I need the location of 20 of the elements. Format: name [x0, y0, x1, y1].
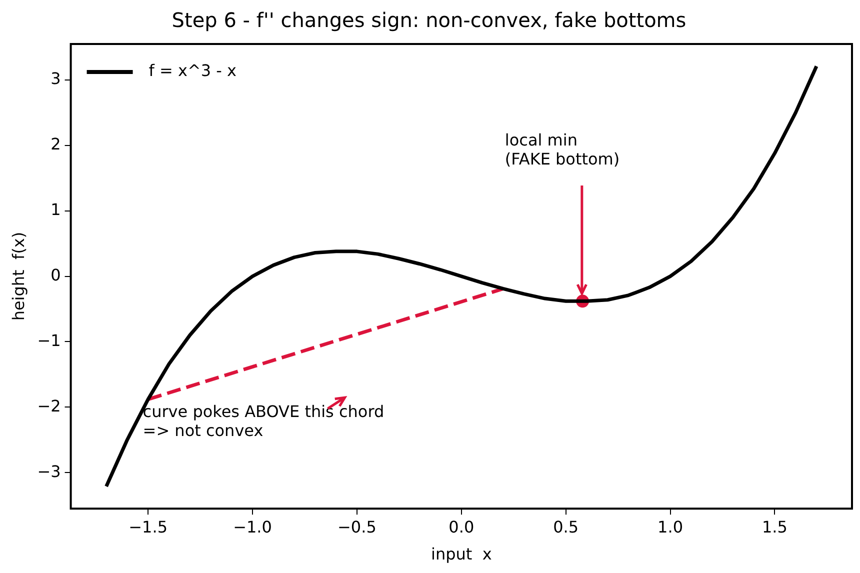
x-tick-label: 1.5: [762, 517, 788, 536]
annotation: curve pokes ABOVE this chord => not convex: [142, 402, 384, 440]
y-tick-label: 1: [50, 200, 61, 220]
x-tick-label: 1.0: [658, 517, 683, 536]
x-tick-label: 0.5: [553, 517, 579, 536]
x-axis-title: input x: [430, 544, 492, 564]
x-tick-label: 0.0: [448, 517, 474, 536]
chart-title: Step 6 - f'' changes sign: non-convex, fake bottoms: [172, 8, 686, 32]
x-tick-label: −1.5: [128, 517, 168, 536]
y-axis-title: height f(x): [8, 232, 28, 321]
x-tick-label: −0.5: [338, 517, 376, 536]
x-tick-label: −1.0: [233, 517, 272, 536]
y-tick-label: 2: [50, 134, 61, 154]
y-tick-label: 0: [50, 265, 61, 284]
y-tick-label: −1: [37, 330, 61, 350]
y-tick-label: −3: [37, 462, 61, 481]
y-tick-label: 3: [50, 69, 61, 88]
y-tick-label: −2: [37, 396, 61, 416]
legend-label: f = x^3 - x: [148, 61, 236, 80]
annotation: local min (FAKE bottom): [504, 130, 620, 169]
